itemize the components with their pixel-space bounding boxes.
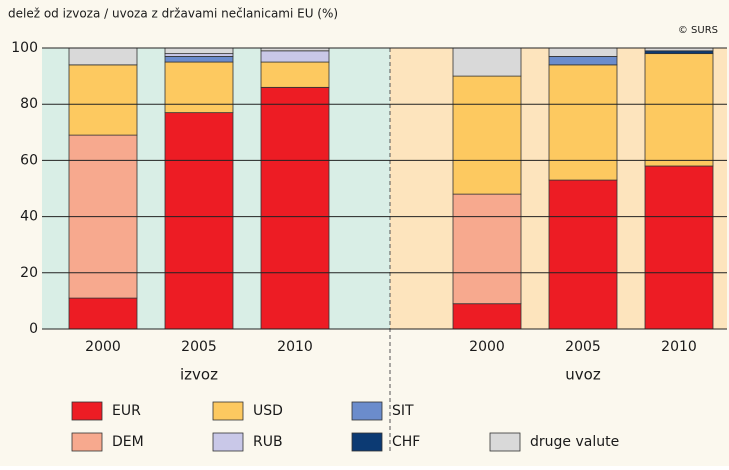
bar-segment <box>164 53 234 57</box>
legend-swatch <box>212 432 244 452</box>
legend-swatch <box>351 432 383 452</box>
x-tick-label: 2010 <box>661 339 697 355</box>
bar-segment <box>260 61 330 88</box>
x-tick-label: 2000 <box>469 339 505 355</box>
x-tick-label: 2005 <box>565 339 601 355</box>
y-tick-label: 100 <box>11 40 38 56</box>
x-tick-label: 2005 <box>181 339 217 355</box>
bar-segment <box>644 53 714 167</box>
legend-label: USD <box>253 403 283 419</box>
x-tick-label: 2000 <box>85 339 121 355</box>
bar-segment <box>452 47 522 77</box>
legend-swatch <box>71 432 103 452</box>
y-tick-label: 80 <box>20 96 38 112</box>
bar-segment <box>164 112 234 330</box>
bar-segment <box>548 56 618 66</box>
bar-segment <box>548 47 618 57</box>
bar-segment <box>164 61 234 114</box>
bar-segment <box>68 297 138 330</box>
bar-segment <box>164 56 234 63</box>
legend-label: DEM <box>112 434 144 450</box>
legend-label: druge valute <box>530 434 619 450</box>
bar-segment <box>260 86 330 330</box>
bar-segment <box>548 64 618 181</box>
y-tick-label: 0 <box>29 321 38 337</box>
bar-segment <box>452 193 522 305</box>
bar-segment <box>68 64 138 136</box>
legend-swatch <box>351 401 383 421</box>
bar-segment <box>452 303 522 330</box>
bar-segment <box>644 165 714 330</box>
bar-segment <box>644 50 714 55</box>
bar-segment <box>260 50 330 63</box>
y-tick-label: 60 <box>20 152 38 168</box>
legend-label: EUR <box>112 403 141 419</box>
legend-swatch <box>71 401 103 421</box>
bar-segment <box>68 47 138 66</box>
legend-label: SIT <box>392 403 414 419</box>
legend-label: CHF <box>392 434 420 450</box>
legend-swatch <box>489 432 521 452</box>
y-tick-label: 20 <box>20 265 38 281</box>
chart-title: delež od izvoza / uvoza z državami nečla… <box>8 7 338 21</box>
group-label: uvoz <box>565 366 601 384</box>
legend-swatch <box>212 401 244 421</box>
bar-segment <box>452 75 522 195</box>
bar-segment <box>548 179 618 330</box>
bar-segment <box>164 47 234 55</box>
group-label: izvoz <box>180 366 218 384</box>
x-tick-label: 2010 <box>277 339 313 355</box>
y-tick-label: 40 <box>20 209 38 225</box>
source: © SURS <box>678 25 718 36</box>
legend-label: RUB <box>253 434 283 450</box>
